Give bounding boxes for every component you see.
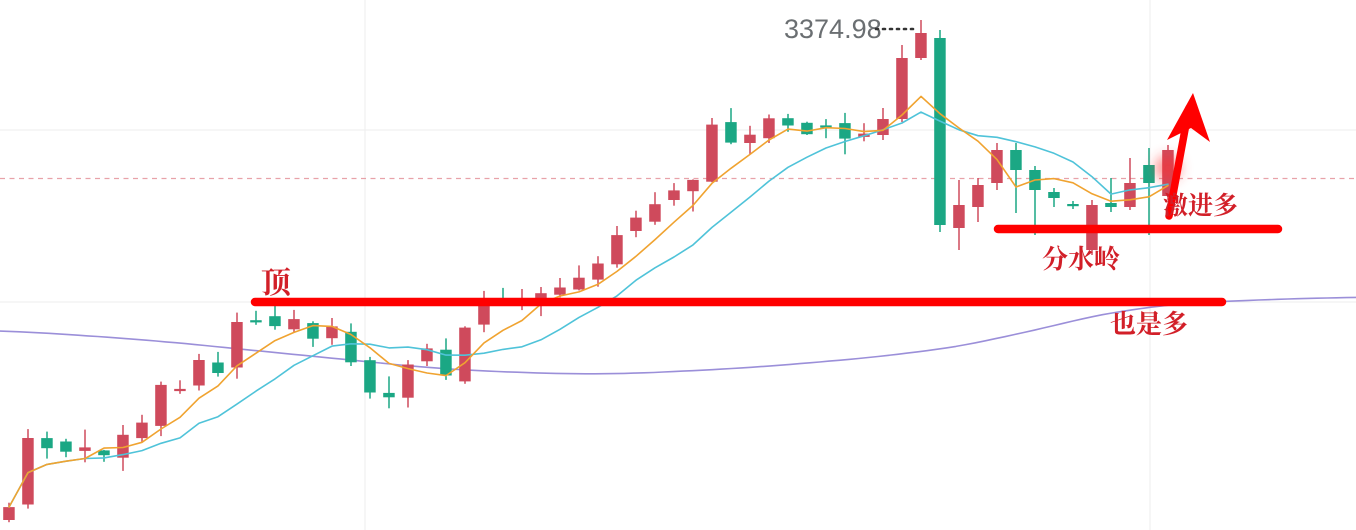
svg-text:3374.98: 3374.98	[784, 14, 882, 44]
svg-text:也是多: 也是多	[1110, 304, 1188, 341]
svg-text:顶: 顶	[261, 258, 293, 302]
svg-text:激进多: 激进多	[1163, 186, 1238, 222]
svg-text:分水岭: 分水岭	[1042, 239, 1120, 276]
